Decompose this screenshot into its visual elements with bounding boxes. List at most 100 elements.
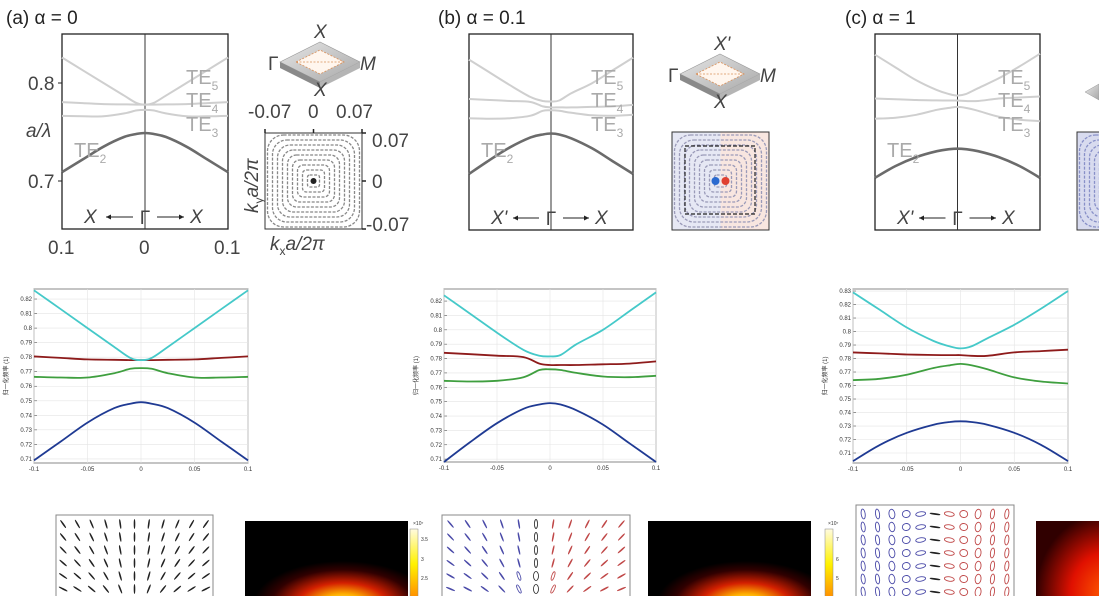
series-line-blue	[33, 401, 249, 462]
polarization-ellipse	[567, 571, 574, 581]
polarization-ellipse	[146, 584, 151, 594]
polarization-ellipse	[534, 558, 538, 568]
polarization-ellipse	[88, 572, 96, 580]
polarization-ellipse	[901, 536, 911, 544]
polarization-ellipse	[133, 584, 136, 594]
polarization-ellipse	[888, 586, 896, 596]
polarization-ellipse	[929, 551, 941, 555]
polarization-ellipse	[584, 532, 590, 542]
blue-singularity	[711, 177, 720, 185]
polarization-ellipse	[860, 560, 866, 572]
polarization-ellipse	[160, 571, 166, 581]
colorbar-tick: 6	[836, 557, 839, 563]
polarization-vortex-inset-c	[1076, 131, 1099, 231]
ytick-label: 0.78	[430, 357, 442, 363]
ytick-label: 0.74	[20, 413, 32, 419]
polarization-ellipse	[89, 532, 95, 542]
xtick-label: 0.05	[597, 466, 609, 472]
mode-label-base: TE	[591, 114, 617, 136]
mode-label-te3: TE3	[998, 114, 1031, 140]
polarization-ellipse	[1004, 586, 1010, 596]
mode-label-base: TE	[998, 114, 1024, 136]
polarization-ellipse	[161, 519, 165, 529]
ytick-label: 0.82	[430, 299, 442, 305]
inset-ytick: -0.07	[366, 215, 409, 236]
arrow-head-right	[991, 215, 996, 221]
polarization-ellipse	[599, 586, 609, 592]
xtick-label: 0.05	[1008, 467, 1020, 473]
polarization-ellipse	[534, 545, 538, 555]
inset-xtick: -0.07	[248, 102, 291, 123]
polarization-ellipse	[104, 532, 108, 542]
polarization-ellipse	[118, 558, 122, 568]
panel-label-c: (c) α = 1	[845, 8, 916, 29]
band-curve	[468, 98, 634, 109]
ytick-label: 0.79	[20, 341, 32, 347]
map-frame	[855, 504, 1015, 596]
polarization-ellipse	[617, 573, 626, 579]
field-contour	[286, 154, 341, 208]
field-contour	[688, 149, 753, 213]
field-contour	[276, 144, 351, 218]
band-curve	[468, 132, 634, 175]
polarization-ellipse	[874, 534, 881, 546]
polarization-ellipse	[583, 572, 591, 580]
polarization-ellipse	[89, 519, 94, 529]
xtick-label: -0.1	[29, 467, 40, 473]
polarization-ellipse	[901, 549, 911, 557]
polarization-ellipse	[860, 508, 866, 520]
ytick-label: 0.72	[839, 438, 851, 444]
ytick-label: 0.79	[839, 343, 851, 349]
polarization-ellipse	[59, 559, 67, 567]
band-chart-c: 0.71 0.72 0.73 0.74 0.75 0.76 0.77 0.78 0.79 0.8 0…	[821, 288, 1073, 473]
polarization-ellipse	[147, 571, 151, 581]
mode-label-base: TE	[998, 90, 1024, 112]
mode-label-base: TE	[74, 140, 100, 162]
xtick-label: 0	[139, 467, 143, 473]
mode-label-te4: TE4	[591, 90, 624, 116]
series-line-green	[852, 362, 1069, 385]
polarization-ellipse	[118, 571, 122, 581]
polarization-ellipse	[534, 519, 538, 529]
polarization-ellipse	[860, 521, 866, 533]
polarization-ellipse	[159, 585, 167, 593]
polarization-ellipse	[618, 520, 625, 528]
polarization-ellipse	[499, 545, 505, 555]
polarization-ellipse	[874, 560, 881, 572]
polarization-ellipse	[1004, 521, 1010, 533]
band-chart-b: 0.71 0.72 0.73 0.74 0.75 0.76 0.77 0.78 0.79 0.8 0…	[412, 288, 661, 472]
colorbar-tick: 5	[836, 576, 839, 582]
colorbar-exponent: ×10⁷	[828, 521, 838, 527]
xtick-label: 0	[959, 467, 963, 473]
polarization-ellipse	[929, 564, 941, 568]
mode-label-sub: 2	[507, 152, 514, 166]
band-curve	[468, 109, 634, 120]
polarization-vortex-inset-b	[671, 131, 770, 231]
polarization-ellipse	[915, 511, 927, 517]
polarization-ellipse	[550, 571, 556, 581]
xtick-label: -0.1	[439, 466, 450, 472]
polarization-ellipse	[601, 519, 608, 529]
bz-label-left: Γ	[668, 66, 678, 87]
polarization-ellipse	[133, 558, 136, 568]
field-contour	[1093, 151, 1099, 211]
polarization-ellipse	[133, 545, 136, 555]
polarization-ellipse	[974, 547, 982, 559]
polarization-map-c	[855, 504, 1015, 596]
mode-label-base: TE	[998, 67, 1024, 89]
xtick-label: 0.1	[244, 467, 253, 473]
series-line-blue	[852, 420, 1069, 462]
polarization-ellipse	[583, 585, 592, 593]
polarization-ellipse	[133, 532, 136, 542]
arrow-head-left	[513, 215, 518, 221]
bz-label-top: X'	[713, 34, 732, 55]
band-curve	[61, 108, 229, 118]
polarization-ellipse	[959, 549, 969, 557]
polarization-map-a	[55, 514, 214, 596]
xtick-label: 0.05	[189, 467, 201, 473]
polarization-ellipse	[201, 586, 211, 592]
field-contour	[1078, 134, 1099, 228]
polarization-ellipse	[118, 545, 122, 555]
polarization-ellipse	[202, 559, 210, 567]
